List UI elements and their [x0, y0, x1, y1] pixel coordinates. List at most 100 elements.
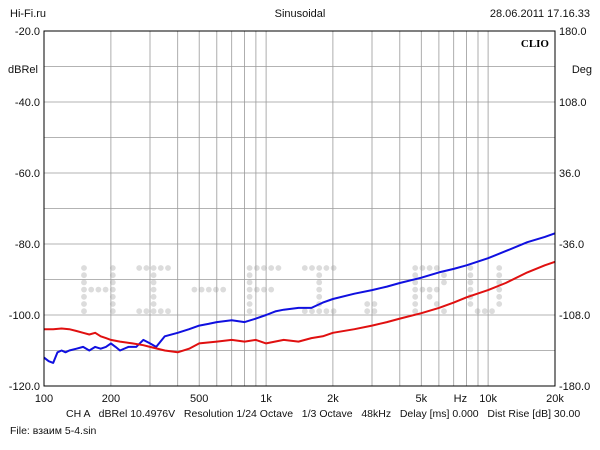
- watermark-dot: [496, 286, 503, 293]
- y-tick-label: -80.0: [15, 239, 40, 251]
- y2-tick-label: -36.0: [559, 239, 584, 251]
- watermark-dot: [150, 301, 157, 307]
- watermark-dot: [198, 286, 205, 293]
- watermark-dot: [467, 279, 474, 286]
- watermark-dot: [246, 279, 253, 286]
- watermark-dot: [246, 265, 253, 271]
- watermark-dot: [412, 293, 419, 300]
- watermark-dot: [81, 301, 87, 307]
- x-tick-label: 2k: [327, 393, 339, 405]
- watermark-dot: [371, 308, 378, 315]
- watermark-dot: [412, 279, 419, 286]
- series-line-2: [44, 260, 556, 354]
- header-left-label: Hi-Fi.ru: [10, 8, 47, 20]
- watermark-dot: [261, 286, 267, 293]
- watermark-dot: [467, 286, 474, 293]
- watermark-dot: [268, 286, 275, 293]
- watermark-dot: [496, 301, 503, 307]
- watermark-dot: [136, 308, 143, 315]
- y-tick-label: -20.0: [15, 26, 40, 38]
- watermark-dot: [419, 286, 426, 293]
- watermark-dot: [316, 279, 323, 286]
- header-timestamp: 28.06.2011 17.16.33: [489, 8, 590, 20]
- watermark-dot: [301, 265, 308, 271]
- watermark-dot: [309, 308, 315, 315]
- watermark-dot: [316, 272, 323, 279]
- watermark-dot: [150, 286, 157, 293]
- watermark-dot: [426, 293, 433, 300]
- file-name-label: File: взаим 5-4.sin: [10, 425, 97, 437]
- watermark-dot: [165, 308, 171, 315]
- watermark-dot: [81, 293, 87, 300]
- watermark-dot: [301, 308, 308, 315]
- watermark-dot: [330, 308, 337, 315]
- watermark-dot: [150, 279, 157, 286]
- watermark-dot: [412, 265, 419, 271]
- plot-frame: [43, 30, 556, 387]
- watermark-dot: [95, 286, 102, 293]
- watermark-dot: [261, 265, 267, 271]
- y2-tick-label: 108.0: [559, 97, 587, 109]
- watermark-dot: [81, 279, 87, 286]
- watermark-dot: [316, 293, 323, 300]
- watermark-dot: [150, 293, 157, 300]
- watermark-dot: [467, 301, 474, 307]
- x-tick-label: 200: [102, 393, 120, 405]
- watermark-dot: [412, 286, 419, 293]
- watermark-dot: [246, 272, 253, 279]
- watermark-dot: [220, 286, 227, 293]
- watermark-dot: [191, 286, 198, 293]
- watermark-dot: [109, 265, 116, 271]
- watermark-dot: [433, 265, 440, 271]
- x-tick-label: 1k: [260, 393, 272, 405]
- x-tick-label: 100: [35, 393, 53, 405]
- watermark-dot: [309, 265, 315, 271]
- x-tick-label: 20k: [546, 393, 564, 405]
- watermark-dot: [412, 272, 419, 279]
- measurement-settings: CH A dBRel 10.4976V Resolution 1/24 Octa…: [66, 408, 581, 420]
- watermark-dot: [316, 286, 323, 293]
- y-tick-label: -100.0: [9, 310, 40, 322]
- watermark-dot: [275, 265, 282, 271]
- watermark-dot: [81, 308, 87, 315]
- watermark-dot: [109, 308, 116, 315]
- tick-labels: 100 200 500 1k 2k 5k Hz 10k 20k -20.0 -40.0 -60.0 -8…: [9, 26, 590, 405]
- watermark-dot: [157, 265, 164, 271]
- watermark-dot: [496, 279, 503, 286]
- watermark-dot: [412, 301, 419, 307]
- y-tick-label: -60.0: [15, 168, 40, 180]
- chart-title: Sinusoidal: [274, 8, 326, 20]
- watermark-dot: [426, 265, 433, 271]
- watermark-dot: [246, 286, 253, 293]
- series-group: [43, 232, 556, 364]
- watermark-dot: [165, 265, 171, 271]
- watermark-dot: [81, 265, 87, 271]
- y-tick-label: -120.0: [9, 381, 40, 393]
- watermark-dot: [426, 286, 433, 293]
- watermark-dot: [253, 286, 260, 293]
- watermark-dot: [330, 265, 337, 271]
- watermark-dot: [102, 286, 109, 293]
- watermark-dot: [371, 301, 378, 307]
- watermark-dot: [205, 286, 212, 293]
- watermark-dot: [364, 308, 371, 315]
- watermark-dot: [88, 286, 95, 293]
- watermark-dot: [467, 265, 474, 271]
- clio-brand-label: CLIO: [521, 38, 550, 50]
- watermark-dot: [81, 272, 87, 279]
- watermark-dot: [496, 265, 503, 271]
- watermark-dot: [496, 293, 503, 300]
- watermark-dot: [323, 265, 330, 271]
- x-tick-label: 5k: [415, 393, 427, 405]
- watermark-dot: [246, 301, 253, 307]
- y2-tick-label: -180.0: [559, 381, 590, 393]
- watermark-dot: [109, 286, 116, 293]
- y-axis-label: dBRel: [8, 64, 38, 76]
- watermark-dot: [143, 308, 150, 315]
- watermark-dot: [268, 265, 275, 271]
- watermark-dot: [323, 308, 330, 315]
- series-line-1: [43, 232, 556, 364]
- watermark-dot: [213, 286, 219, 293]
- watermark-dot: [157, 308, 164, 315]
- watermark-dot: [496, 272, 503, 279]
